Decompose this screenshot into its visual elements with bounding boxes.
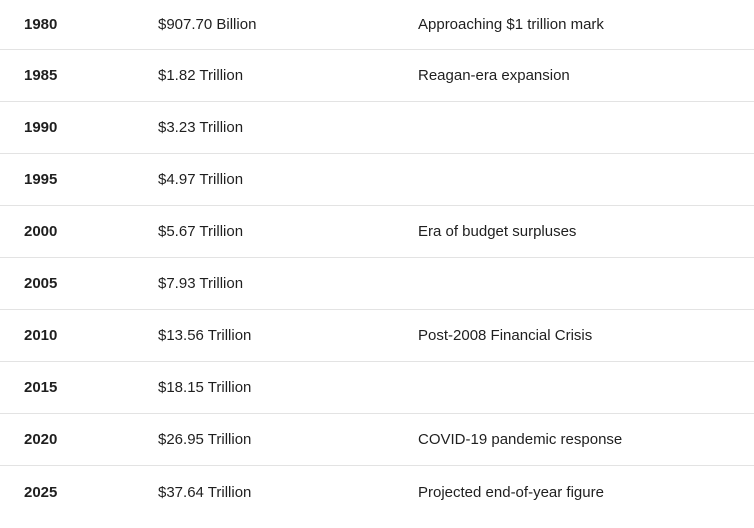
- note-cell: Post-2008 Financial Crisis: [418, 327, 593, 344]
- table-row: 2010 $13.56 Trillion Post-2008 Financial…: [0, 310, 754, 362]
- year-cell: 2005: [24, 275, 58, 292]
- year-cell: 1980: [24, 15, 58, 33]
- note-cell: Era of budget surpluses: [418, 223, 577, 240]
- year-cell: 2020: [24, 431, 58, 448]
- table-row: 1985 $1.82 Trillion Reagan-era expansion: [0, 50, 754, 102]
- table-row: 2020 $26.95 Trillion COVID-19 pandemic r…: [0, 414, 754, 466]
- year-cell: 2010: [24, 327, 58, 344]
- debt-cell: $1.82 Trillion: [158, 67, 244, 84]
- debt-cell: $13.56 Trillion: [158, 327, 252, 344]
- year-cell: 1985: [24, 67, 58, 84]
- debt-cell: $907.70 Billion: [158, 15, 257, 33]
- debt-cell: $26.95 Trillion: [158, 431, 252, 448]
- table-row: 2005 $7.93 Trillion: [0, 258, 754, 310]
- note-cell: COVID-19 pandemic response: [418, 431, 623, 448]
- table-row: 1990 $3.23 Trillion: [0, 102, 754, 154]
- table-row: 1980 $907.70 Billion Approaching $1 tril…: [0, 0, 754, 50]
- debt-cell: $18.15 Trillion: [158, 379, 252, 396]
- note-cell: Projected end-of-year figure: [418, 483, 604, 501]
- year-cell: 2015: [24, 379, 58, 396]
- table-row: 2025 $37.64 Trillion Projected end-of-ye…: [0, 466, 754, 518]
- note-cell: Reagan-era expansion: [418, 67, 570, 84]
- debt-cell: $3.23 Trillion: [158, 119, 244, 136]
- year-cell: 2000: [24, 223, 58, 240]
- debt-cell: $37.64 Trillion: [158, 483, 252, 501]
- table-row: 2015 $18.15 Trillion: [0, 362, 754, 414]
- year-cell: 1990: [24, 119, 58, 136]
- debt-cell: $7.93 Trillion: [158, 275, 244, 292]
- table-row: 2000 $5.67 Trillion Era of budget surplu…: [0, 206, 754, 258]
- year-cell: 2025: [24, 483, 58, 501]
- table-row: 1995 $4.97 Trillion: [0, 154, 754, 206]
- debt-cell: $5.67 Trillion: [158, 223, 244, 240]
- year-cell: 1995: [24, 171, 58, 188]
- note-cell: Approaching $1 trillion mark: [418, 15, 604, 33]
- debt-cell: $4.97 Trillion: [158, 171, 244, 188]
